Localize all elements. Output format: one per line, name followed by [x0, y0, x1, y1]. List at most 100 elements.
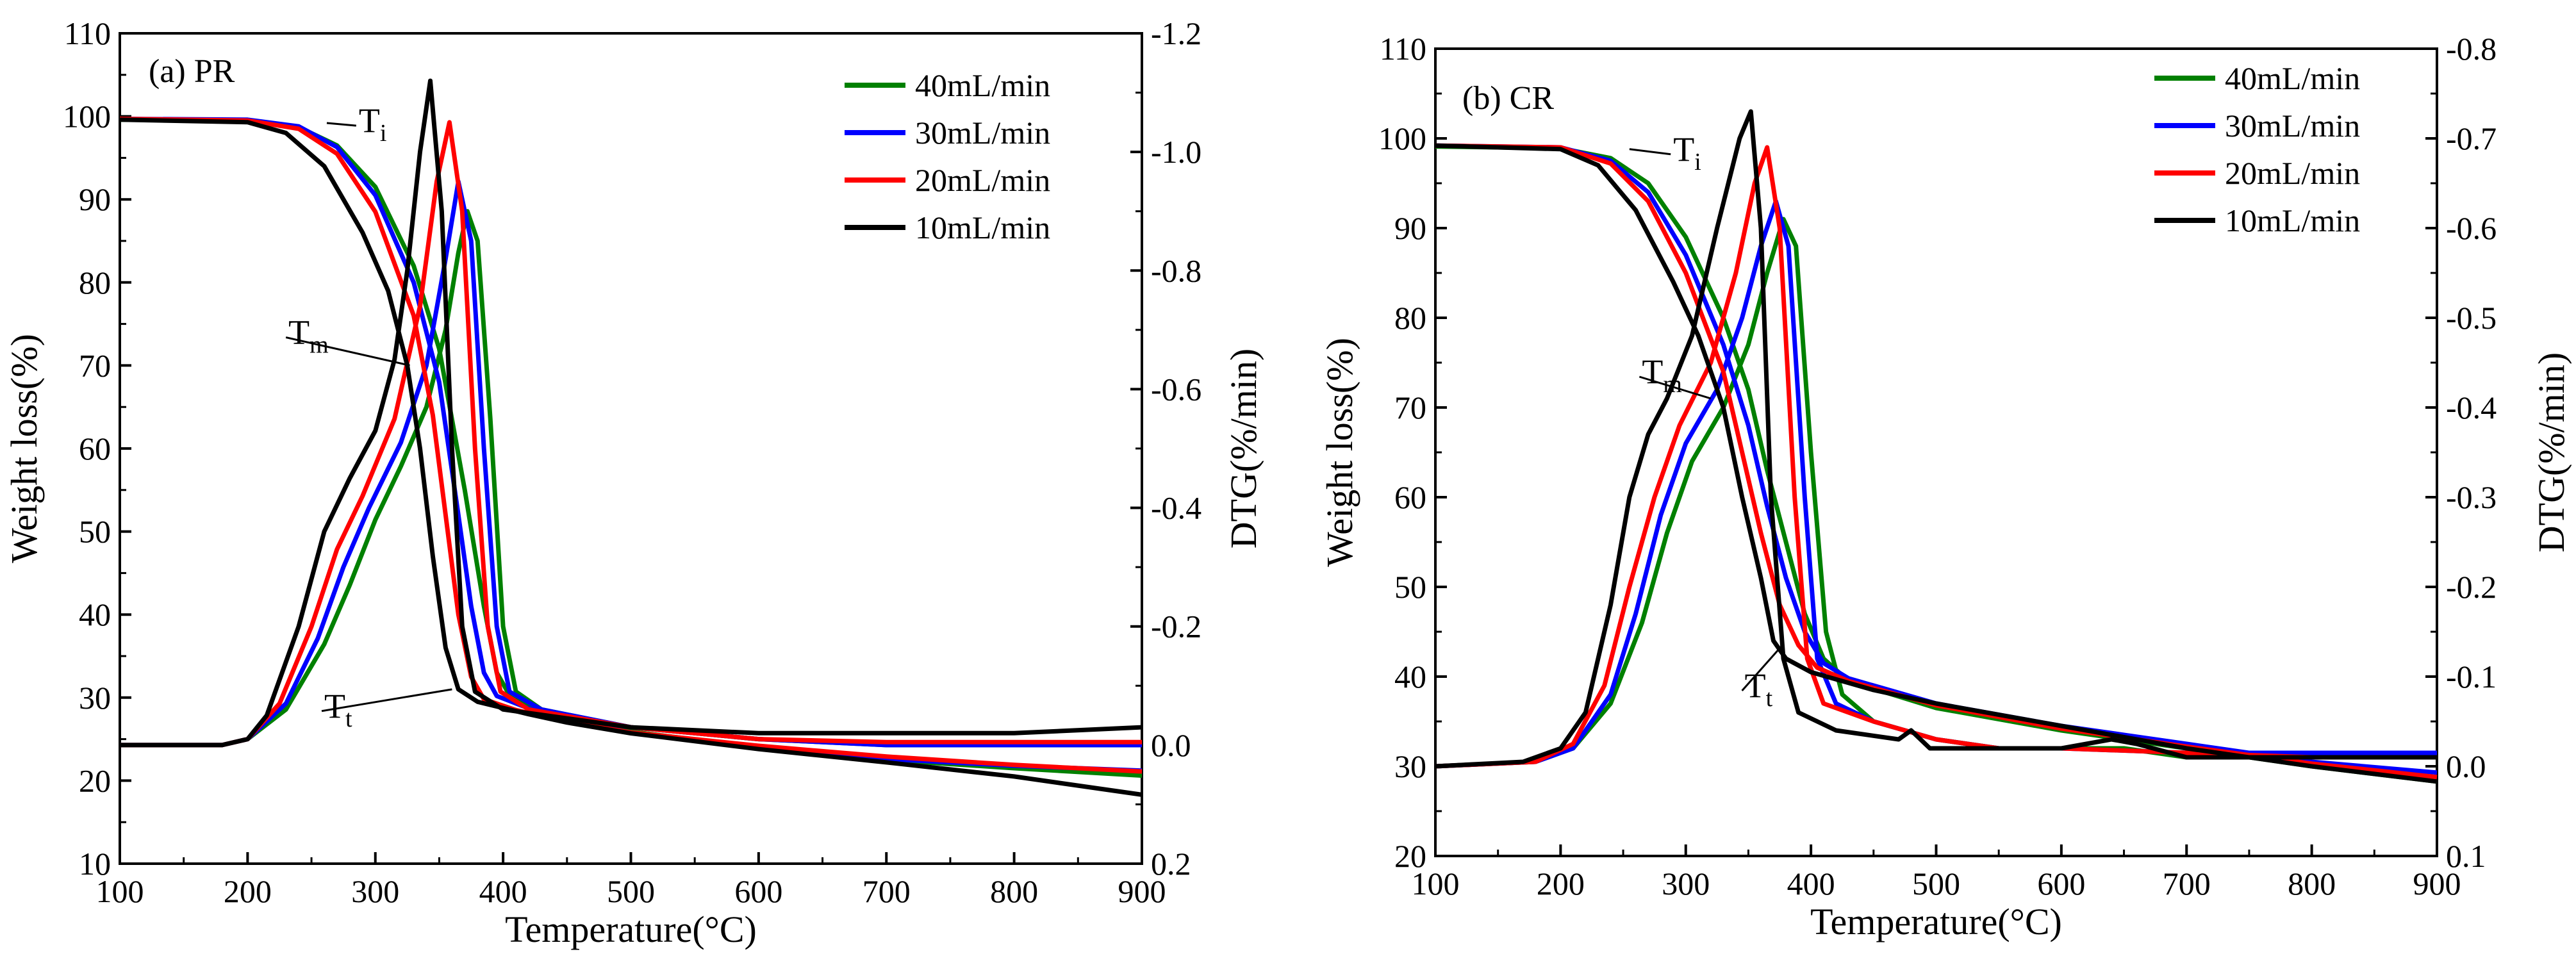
x-axis-title: Temperature(°C)	[505, 909, 757, 950]
x-tick-label: 800	[990, 873, 1038, 909]
annotation-Tt: Tt	[324, 687, 352, 732]
annotation-base: T	[1642, 352, 1663, 391]
y-left-tick-label: 50	[1394, 569, 1426, 605]
y-right-tick-label: -0.6	[2446, 210, 2497, 246]
y-right-tick-label: -0.4	[2446, 390, 2497, 425]
y-left-tick-label: 100	[63, 99, 111, 135]
x-tick-label: 700	[2163, 866, 2211, 901]
annotation-Tt: Tt	[1745, 666, 1773, 712]
x-tick-label: 600	[2037, 866, 2085, 901]
y-left-tick-label: 70	[79, 347, 111, 383]
y-right-axis-title: DTG(%/min)	[2531, 352, 2572, 553]
annotation-subscript: m	[1663, 371, 1682, 398]
x-tick-label: 100	[96, 873, 144, 909]
panel-label: (a) PR	[149, 53, 235, 90]
y-left-tick-label: 100	[1378, 120, 1426, 156]
y-right-tick-label: -0.7	[2446, 120, 2497, 156]
legend-label: 40mL/min	[2225, 60, 2360, 96]
annotation-Tm: Tm	[288, 313, 329, 359]
y-right-tick-label: -0.2	[2446, 569, 2497, 605]
annotation-leader	[1629, 148, 1671, 156]
x-tick-label: 100	[1412, 866, 1460, 901]
panel-a: 100 200 300 400 500 600 700 800 900 10 20 30 40 50 60 7…	[3, 15, 1264, 950]
panel-label: (b) CR	[1462, 80, 1554, 117]
x-tick-label: 500	[607, 873, 655, 909]
dtg-line-20ml	[1435, 145, 2437, 769]
tg-line-30ml	[1435, 143, 2438, 775]
y-right-tick-label: -1.0	[1151, 134, 1201, 170]
dtg-line-30ml	[1435, 199, 2437, 769]
x-tick-label: 600	[734, 873, 782, 909]
y-right-tick-label: -0.1	[2446, 659, 2497, 695]
dtg-line-40ml	[1435, 217, 2437, 769]
legend: 40mL/min 30mL/min 20mL/min 10mL/min	[845, 67, 1050, 245]
legend-label: 30mL/min	[2225, 108, 2360, 144]
y-left-tick-label: 70	[1394, 390, 1426, 425]
annotation-subscript: t	[345, 705, 352, 732]
y-right-tick-label: -0.2	[1151, 609, 1201, 645]
y-right-tick-label: -0.8	[1151, 252, 1201, 288]
y-left-tick-label: 110	[1380, 31, 1426, 67]
dtg-line-40ml	[120, 209, 1142, 748]
annotation-subscript: i	[380, 120, 387, 147]
panel-b: 100 200 300 400 500 600 700 800 900 20 30 40 50 60 70 8…	[1319, 31, 2572, 942]
annotation-Ti: Ti	[359, 101, 387, 147]
y-left-tick-label: 30	[1394, 748, 1426, 784]
annotation-subscript: i	[1694, 149, 1701, 176]
annotation-subscript: t	[1766, 685, 1773, 712]
legend-label: 40mL/min	[915, 67, 1050, 103]
x-tick-label: 900	[2413, 866, 2461, 901]
annotation-leader	[326, 122, 356, 127]
legend-label: 10mL/min	[2225, 202, 2360, 238]
x-tick-label: 700	[863, 873, 911, 909]
legend-label: 30mL/min	[915, 115, 1050, 151]
y-left-tick-label: 80	[1394, 300, 1426, 336]
x-tick-label: 500	[1912, 866, 1960, 901]
y-left-tick-label: 40	[79, 596, 111, 632]
legend-label: 10mL/min	[915, 210, 1050, 245]
dtg-line-10ml	[120, 78, 1143, 748]
tg-line-10ml	[119, 117, 1143, 797]
y-left-tick-label: 110	[64, 15, 111, 51]
tg-line-20ml	[1435, 143, 2438, 780]
y-right-tick-label: -0.4	[1151, 490, 1201, 526]
tg-line-40ml	[1435, 144, 2438, 784]
annotation-Ti: Ti	[1673, 130, 1701, 176]
y-right-tick-label: 0.0	[2446, 748, 2486, 784]
legend-label: 20mL/min	[915, 162, 1050, 198]
y-left-tick-label: 90	[1394, 210, 1426, 246]
annotation-leader	[321, 688, 452, 712]
y-left-axis-title: Weight loss(%)	[3, 334, 45, 563]
y-right-tick-label: 0.0	[1151, 727, 1191, 763]
annotation-base: T	[1673, 130, 1694, 169]
annotation-base: T	[1745, 666, 1766, 705]
x-tick-label: 400	[1787, 866, 1835, 901]
y-right-tick-label: -0.5	[2446, 300, 2497, 336]
dtg-line-30ml	[120, 179, 1142, 748]
y-left-tick-label: 30	[79, 680, 111, 716]
y-left-tick-label: 50	[79, 514, 111, 550]
y-left-tick-label: 90	[79, 181, 111, 217]
y-right-tick-label: -0.8	[2446, 31, 2497, 67]
x-tick-label: 200	[224, 873, 272, 909]
legend: 40mL/min 30mL/min 20mL/min 10mL/min	[2154, 60, 2360, 238]
y-right-tick-label: 0.1	[2446, 838, 2486, 874]
x-tick-label: 300	[1662, 866, 1710, 901]
y-left-tick-label: 20	[79, 762, 111, 798]
plot-frame	[119, 32, 1143, 865]
dtg-line-20ml	[120, 120, 1142, 748]
y-right-tick-label: -0.6	[1151, 371, 1201, 407]
annotation-leader	[1741, 649, 1779, 691]
annotation-base: T	[324, 687, 345, 725]
y-left-tick-label: 20	[1394, 838, 1426, 874]
x-tick-label: 900	[1118, 873, 1166, 909]
x-tick-label: 800	[2288, 866, 2336, 901]
y-right-axis-title: DTG(%/min)	[1223, 349, 1264, 549]
y-right-tick-label: -1.2	[1151, 15, 1201, 51]
x-tick-label: 200	[1537, 866, 1585, 901]
y-left-tick-label: 60	[79, 431, 111, 466]
x-tick-label: 400	[479, 873, 527, 909]
y-left-tick-label: 40	[1394, 659, 1426, 695]
y-right-tick-label: -0.3	[2446, 479, 2497, 515]
x-tick-label: 300	[351, 873, 399, 909]
